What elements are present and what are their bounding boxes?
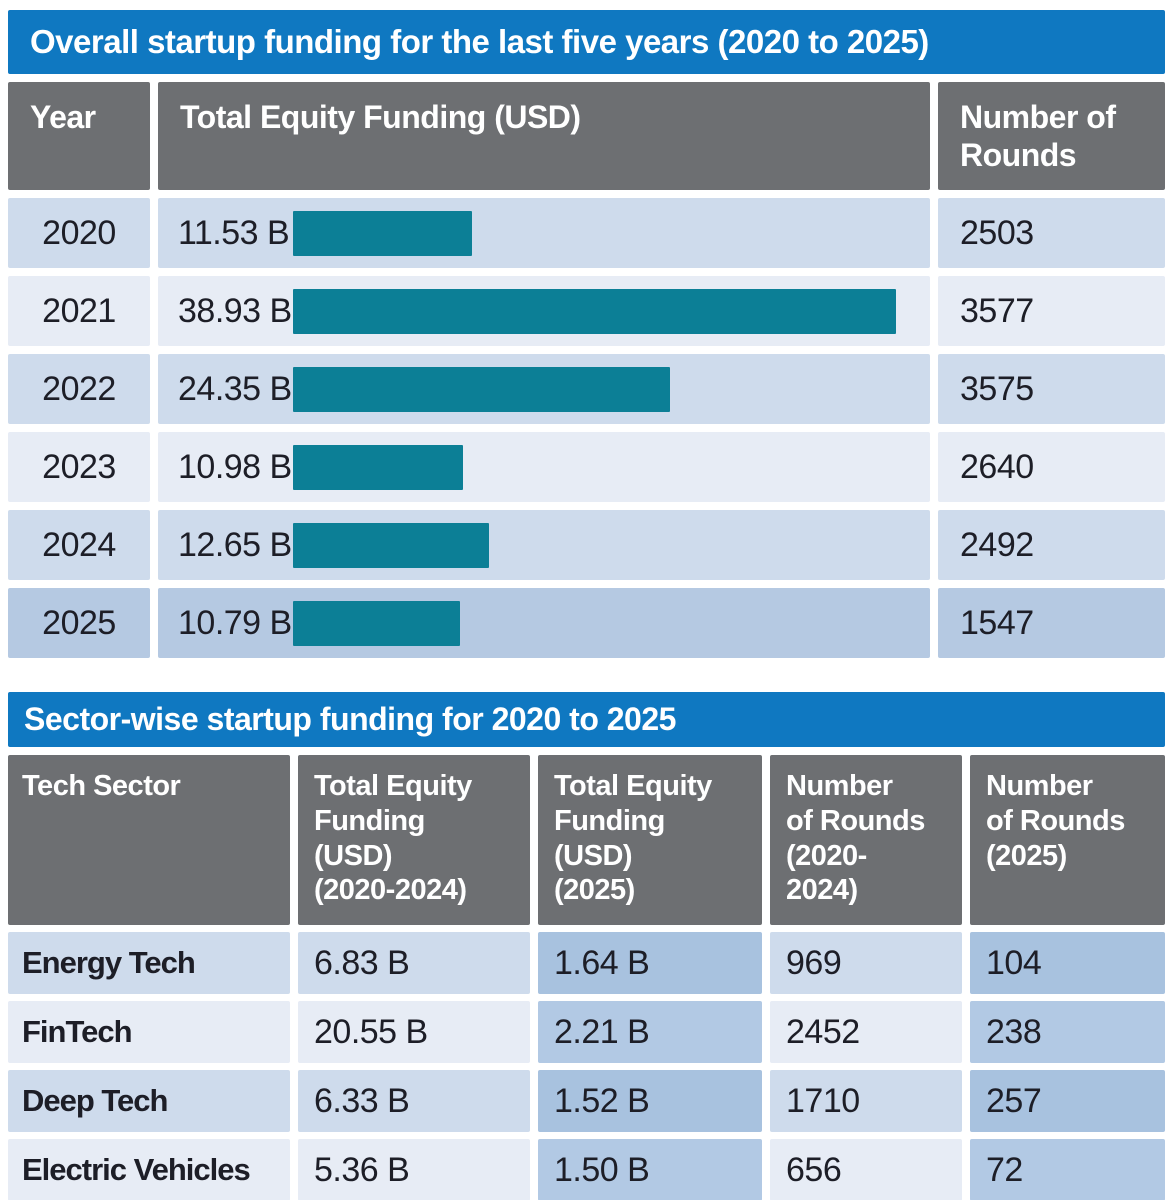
overall-funding-table: Year Total Equity Funding (USD) Number o… (8, 82, 1165, 658)
funding-value: 11.53 B (178, 213, 290, 252)
rounds-2020-2024-cell: 969 (770, 932, 962, 994)
funding-2025-cell: 1.50 B (538, 1139, 762, 1200)
rounds-cell: 3575 (938, 354, 1165, 424)
year-cell: 2024 (8, 510, 150, 580)
rounds-cell: 2503 (938, 198, 1165, 268)
column-header-rounds-2020-2024: Number of Rounds (2020- 2024) (770, 755, 962, 925)
column-header-total-equity-funding: Total Equity Funding (USD) (158, 82, 930, 190)
funding-bar (293, 210, 472, 256)
column-header-tech-sector: Tech Sector (8, 755, 290, 925)
rounds-2025-cell: 257 (970, 1070, 1165, 1132)
funding-cell: 11.53 B (158, 198, 930, 268)
rounds-2025-cell: 104 (970, 932, 1165, 994)
year-cell: 2023 (8, 432, 150, 502)
sector-cell: Energy Tech (8, 932, 290, 994)
rounds-2020-2024-cell: 2452 (770, 1001, 962, 1063)
funding-value: 12.65 B (178, 525, 292, 564)
year-cell: 2025 (8, 588, 150, 658)
sector-funding-title: Sector-wise startup funding for 2020 to … (8, 692, 1165, 747)
funding-cell: 10.98 B (158, 432, 930, 502)
funding-value: 10.79 B (178, 603, 292, 642)
funding-bar (293, 600, 460, 646)
funding-bar (293, 366, 670, 412)
column-header-year: Year (8, 82, 150, 190)
year-cell: 2021 (8, 276, 150, 346)
funding-value: 38.93 B (178, 291, 292, 330)
rounds-2020-2024-cell: 656 (770, 1139, 962, 1200)
funding-bar (293, 288, 896, 334)
column-header-rounds-2025: Number of Rounds (2025) (970, 755, 1165, 925)
funding-2020-2024-cell: 5.36 B (298, 1139, 530, 1200)
funding-cell: 10.79 B (158, 588, 930, 658)
sector-cell: Deep Tech (8, 1070, 290, 1132)
funding-value: 24.35 B (178, 369, 292, 408)
funding-value: 10.98 B (178, 447, 292, 486)
rounds-2025-cell: 72 (970, 1139, 1165, 1200)
funding-2020-2024-cell: 20.55 B (298, 1001, 530, 1063)
rounds-cell: 3577 (938, 276, 1165, 346)
sector-funding-section: Sector-wise startup funding for 2020 to … (8, 692, 1165, 1200)
rounds-2020-2024-cell: 1710 (770, 1070, 962, 1132)
year-cell: 2022 (8, 354, 150, 424)
funding-2025-cell: 1.64 B (538, 932, 762, 994)
rounds-cell: 1547 (938, 588, 1165, 658)
section-divider (8, 658, 1165, 692)
overall-funding-title: Overall startup funding for the last fiv… (8, 10, 1165, 74)
column-header-funding-2020-2024: Total Equity Funding (USD) (2020-2024) (298, 755, 530, 925)
funding-bar (293, 522, 489, 568)
funding-bar (293, 444, 463, 490)
sector-funding-table: Tech Sector Total Equity Funding (USD) (… (8, 755, 1165, 1200)
sector-cell: FinTech (8, 1001, 290, 1063)
funding-2020-2024-cell: 6.33 B (298, 1070, 530, 1132)
overall-funding-section: Overall startup funding for the last fiv… (8, 10, 1165, 658)
year-cell: 2020 (8, 198, 150, 268)
funding-cell: 24.35 B (158, 354, 930, 424)
rounds-2025-cell: 238 (970, 1001, 1165, 1063)
funding-cell: 38.93 B (158, 276, 930, 346)
column-header-funding-2025: Total Equity Funding (USD) (2025) (538, 755, 762, 925)
funding-2025-cell: 2.21 B (538, 1001, 762, 1063)
funding-cell: 12.65 B (158, 510, 930, 580)
rounds-cell: 2492 (938, 510, 1165, 580)
sector-cell: Electric Vehicles (8, 1139, 290, 1200)
rounds-cell: 2640 (938, 432, 1165, 502)
funding-2025-cell: 1.52 B (538, 1070, 762, 1132)
column-header-number-of-rounds: Number of Rounds (938, 82, 1165, 190)
funding-2020-2024-cell: 6.83 B (298, 932, 530, 994)
